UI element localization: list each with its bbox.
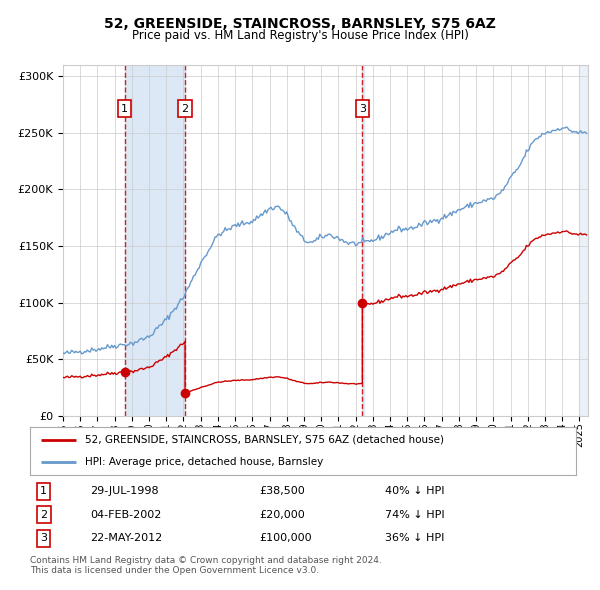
- Text: 52, GREENSIDE, STAINCROSS, BARNSLEY, S75 6AZ: 52, GREENSIDE, STAINCROSS, BARNSLEY, S75…: [104, 17, 496, 31]
- Text: £100,000: £100,000: [259, 533, 312, 543]
- Text: £38,500: £38,500: [259, 486, 305, 496]
- Text: 04-FEB-2002: 04-FEB-2002: [90, 510, 161, 520]
- Bar: [125, 65, 185, 416]
- Text: Price paid vs. HM Land Registry's House Price Index (HPI): Price paid vs. HM Land Registry's House …: [131, 29, 469, 42]
- Text: £20,000: £20,000: [259, 510, 305, 520]
- Text: HPI: Average price, detached house, Barnsley: HPI: Average price, detached house, Barn…: [85, 457, 323, 467]
- Text: 74% ↓ HPI: 74% ↓ HPI: [385, 510, 445, 520]
- Text: 3: 3: [359, 104, 366, 114]
- Text: 2: 2: [181, 104, 188, 114]
- Text: 29-JUL-1998: 29-JUL-1998: [90, 486, 158, 496]
- Text: 52, GREENSIDE, STAINCROSS, BARNSLEY, S75 6AZ (detached house): 52, GREENSIDE, STAINCROSS, BARNSLEY, S75…: [85, 435, 443, 445]
- Text: 2: 2: [40, 510, 47, 520]
- Text: 22-MAY-2012: 22-MAY-2012: [90, 533, 163, 543]
- Text: This data is licensed under the Open Government Licence v3.0.: This data is licensed under the Open Gov…: [30, 566, 319, 575]
- Text: 36% ↓ HPI: 36% ↓ HPI: [385, 533, 444, 543]
- Text: 1: 1: [40, 486, 47, 496]
- Text: 40% ↓ HPI: 40% ↓ HPI: [385, 486, 445, 496]
- Text: Contains HM Land Registry data © Crown copyright and database right 2024.: Contains HM Land Registry data © Crown c…: [30, 556, 382, 565]
- Bar: [580, 65, 588, 416]
- Text: 3: 3: [40, 533, 47, 543]
- Text: 1: 1: [121, 104, 128, 114]
- Bar: [362, 65, 364, 416]
